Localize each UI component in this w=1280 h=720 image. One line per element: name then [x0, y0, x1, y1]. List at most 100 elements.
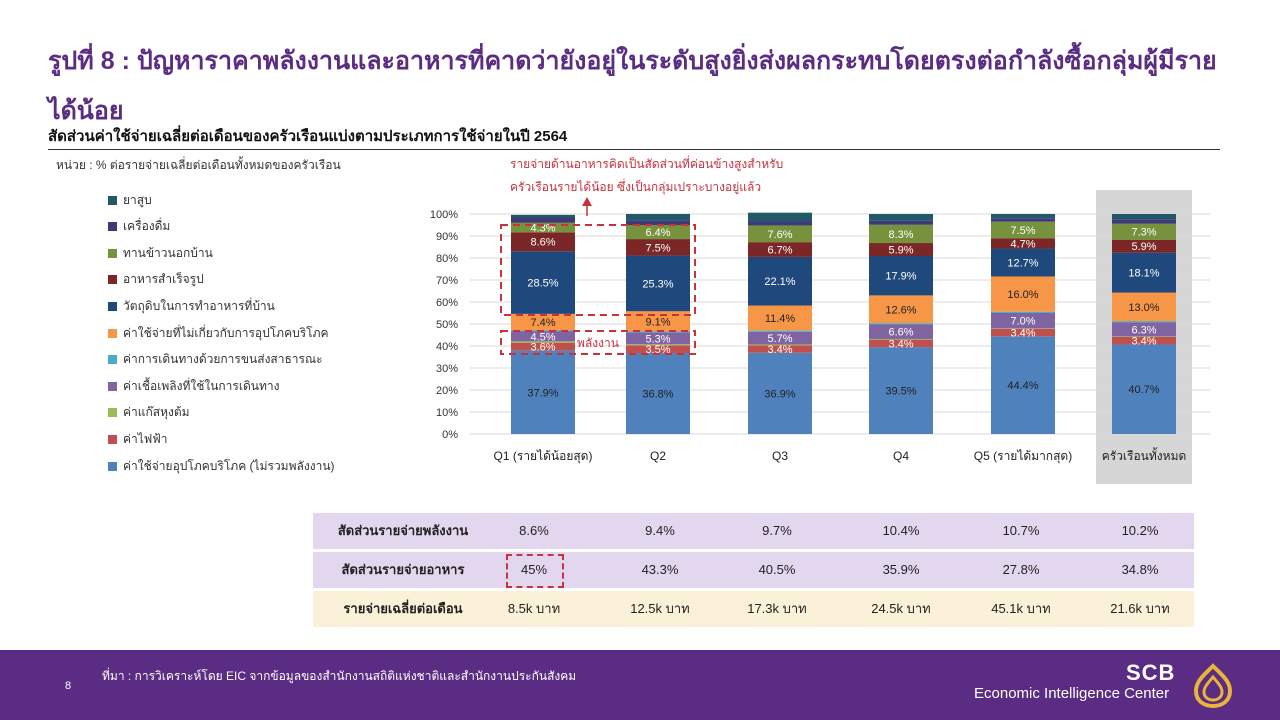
legend-swatch — [108, 408, 117, 418]
bar-segment — [626, 345, 690, 354]
data-label: 40.7% — [1128, 384, 1159, 396]
table-cell: 9.7% — [762, 523, 792, 538]
bar-segment — [511, 341, 575, 343]
data-label: 6.3% — [1131, 324, 1156, 336]
legend-label: เครื่องดื่ม — [123, 219, 171, 234]
data-label: 36.8% — [642, 389, 673, 401]
data-label: 7.6% — [767, 229, 792, 241]
legend-item: ค่าไฟฟ้า — [108, 431, 168, 447]
x-category-label: Q3 — [772, 449, 788, 463]
data-label: 44.4% — [1007, 380, 1038, 392]
bar-segment — [869, 243, 933, 257]
data-label: 6.7% — [767, 245, 792, 257]
data-label: 7.3% — [1131, 227, 1156, 239]
data-label: 3.5% — [645, 344, 670, 356]
bar-segment — [511, 222, 575, 233]
x-category-label: Q2 — [650, 449, 666, 463]
bar-segment — [511, 350, 575, 434]
table-cell: 27.8% — [1002, 562, 1040, 577]
legend-item: ค่าแก๊สหุงต้ม — [108, 405, 190, 421]
data-label: 3.6% — [530, 342, 555, 354]
bar-segment — [511, 214, 575, 218]
data-label: 25.3% — [642, 278, 673, 290]
y-tick-label: 10% — [436, 407, 458, 419]
table-cell: 45% — [520, 562, 548, 577]
legend-item: อาหารสำเร็จรูป — [108, 272, 204, 288]
table-row: สัดส่วนรายจ่ายพลังงาน 8.6% 9.4% 9.7% 10.4% 10… — [313, 513, 1194, 549]
legend-label: ค่าไฟฟ้า — [123, 431, 168, 446]
bar-segment — [626, 214, 690, 221]
bar-segment — [748, 305, 812, 331]
bar-segment — [748, 242, 812, 257]
legend-swatch — [108, 195, 117, 205]
table-row-label: สัดส่วนรายจ่ายอาหาร — [341, 562, 465, 577]
bar-segment — [991, 328, 1055, 337]
annotation-text-line-2: ครัวเรือนรายได้น้อย ซึ่งเป็นกลุ่มเปราะบา… — [510, 178, 761, 195]
bar-segment — [626, 353, 690, 434]
bar-segment — [1112, 223, 1176, 240]
bar-segment — [1112, 322, 1176, 337]
data-label: 4.7% — [1010, 238, 1035, 250]
data-label: 11.4% — [765, 313, 796, 325]
legend-swatch — [108, 248, 117, 258]
source-note: ที่มา : การวิเคราะห์โดย EIC จากข้อมูลของ… — [102, 669, 577, 683]
data-label: 7.5% — [645, 242, 670, 254]
legend-label: ยาสูบ — [123, 192, 152, 207]
table-cell: 10.4% — [882, 523, 920, 538]
bar-segment — [748, 352, 812, 434]
bar-segment — [991, 214, 1055, 219]
table-cell: 8.6% — [519, 523, 549, 538]
bar-segment — [626, 225, 690, 240]
data-label: 3.4% — [767, 344, 792, 356]
y-tick-label: 0% — [442, 429, 458, 441]
bar-segment — [748, 212, 812, 222]
bar-segment — [626, 344, 690, 346]
table-row-label: สัดส่วนรายจ่ายพลังงาน — [337, 523, 469, 538]
table-cell: 10.2% — [1121, 523, 1159, 538]
bar-segment — [748, 331, 812, 345]
data-label: 7.4% — [530, 317, 555, 329]
legend-item: วัตถุดิบในการทำอาหารที่บ้าน — [108, 298, 275, 314]
table-cell: 35.9% — [882, 562, 920, 577]
bar-segment — [991, 221, 1055, 239]
data-label: 37.9% — [527, 387, 558, 399]
bar-segment — [511, 313, 575, 331]
bar-segment — [991, 276, 1055, 312]
x-category-label: ครัวเรือนทั้งหมด — [1102, 447, 1187, 463]
legend-swatch — [108, 301, 117, 311]
legend-item: ค่าการเดินทางด้วยการขนส่งสาธารณะ — [108, 352, 323, 368]
legend-swatch — [108, 275, 117, 285]
bar-segment — [1112, 336, 1176, 345]
bar-segment — [1112, 219, 1176, 224]
y-tick-label: 30% — [436, 363, 458, 375]
x-category-label: Q1 (รายได้น้อยสุด) — [494, 449, 593, 464]
data-label: 8.6% — [530, 237, 555, 249]
table-cell: 43.3% — [641, 562, 679, 577]
bar-segment — [991, 218, 1055, 222]
annotation-text-line-1: รายจ่ายด้านอาหารคิดเป็นสัดส่วนที่ค่อนข้า… — [510, 155, 783, 172]
data-label: 4.5% — [530, 331, 555, 343]
table-cell: 40.5% — [758, 562, 796, 577]
data-label: 6.6% — [888, 327, 913, 339]
page-title: รูปที่ 8 : ปัญหาราคาพลังงานและอาหารที่คา… — [48, 47, 1217, 125]
table-cell: 8.5k บาท — [507, 601, 561, 616]
bar-segment — [1112, 214, 1176, 220]
bar-segment — [1112, 239, 1176, 253]
scb-logo-icon — [1193, 663, 1233, 709]
y-tick-label: 50% — [436, 319, 458, 331]
y-tick-label: 60% — [436, 297, 458, 309]
bar-segment — [748, 344, 812, 346]
table-cell: 21.6k บาท — [1110, 601, 1170, 616]
y-tick-label: 20% — [436, 385, 458, 397]
legend-label: อาหารสำเร็จรูป — [123, 272, 204, 287]
bar-segment — [1112, 252, 1176, 293]
data-label: 12.7% — [1007, 258, 1038, 270]
table-cell: 12.5k บาท — [630, 601, 690, 616]
legend-label: ค่าการเดินทางด้วยการขนส่งสาธารณะ — [123, 352, 323, 367]
bar-segment — [869, 256, 933, 296]
data-label: 12.6% — [885, 304, 916, 316]
bar-segment — [991, 238, 1055, 249]
data-label: 3.4% — [888, 338, 913, 350]
title-divider — [48, 149, 1220, 150]
bar-segment — [626, 255, 690, 312]
